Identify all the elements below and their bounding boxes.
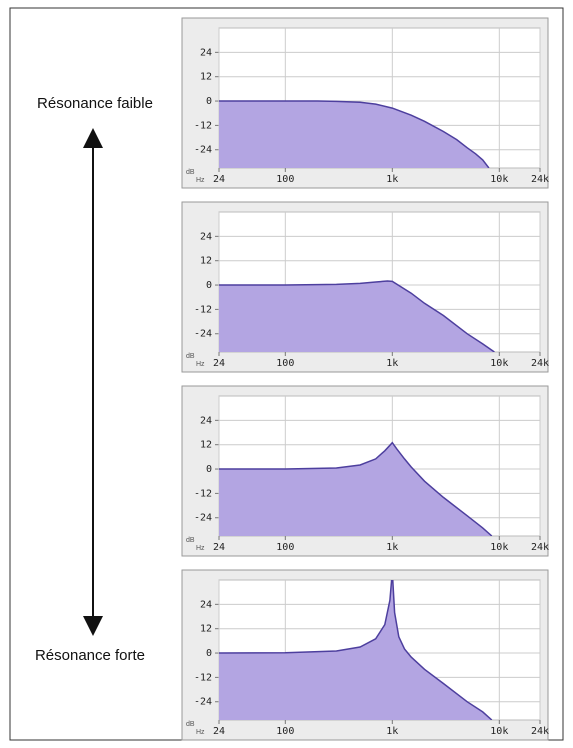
x-tick-label: 24 [213,174,225,185]
area [219,580,492,720]
y-tick-label: -24 [194,329,212,340]
curve-line [219,580,493,720]
area [219,101,489,168]
curve-line [219,100,490,168]
y-unit: dB [186,537,195,544]
x-tick-label: 24 [213,542,225,553]
bottom-label: Résonance forte [35,647,145,664]
y-tick-label: 12 [200,72,212,83]
x-tick-label: 24k [531,358,549,369]
y-tick-label: 0 [206,96,212,107]
area [219,281,495,352]
x-tick-label: 1k [386,358,398,369]
x-tick-label: 24k [531,726,549,737]
x-unit: Hz [196,361,205,368]
y-tick-label: 12 [200,440,212,451]
y-tick-label: -12 [194,488,212,499]
x-tick-label: 1k [386,542,398,553]
x-tick-label: 1k [386,174,398,185]
x-tick-label: 1k [386,726,398,737]
x-tick-label: 10k [490,174,508,185]
curve-group [219,580,493,720]
y-tick-label: -12 [194,304,212,315]
y-tick-label: 24 [200,47,212,58]
y-tick-label: -24 [194,697,212,708]
x-tick-label: 24k [531,174,549,185]
curve-group [219,280,495,352]
x-tick-label: 100 [276,174,294,185]
x-tick-label: 24k [531,542,549,553]
y-tick-label: 12 [200,624,212,635]
x-tick-label: 10k [490,358,508,369]
curve-line [219,280,495,352]
y-tick-label: -24 [194,145,212,156]
curve-group [219,100,490,168]
area [219,442,492,536]
x-tick-label: 10k [490,726,508,737]
y-tick-label: 24 [200,599,212,610]
x-tick-label: 100 [276,542,294,553]
y-unit: dB [186,353,195,360]
y-tick-label: -12 [194,120,212,131]
x-unit: Hz [196,545,205,552]
y-unit: dB [186,169,195,176]
y-tick-label: 24 [200,415,212,426]
x-tick-label: 10k [490,542,508,553]
y-tick-label: 0 [206,648,212,659]
y-tick-label: 12 [200,256,212,267]
x-tick-label: 100 [276,726,294,737]
x-tick-label: 24 [213,726,225,737]
x-unit: Hz [196,729,205,736]
y-tick-label: 0 [206,280,212,291]
x-tick-label: 100 [276,358,294,369]
y-unit: dB [186,721,195,728]
x-unit: Hz [196,177,205,184]
y-tick-label: -12 [194,672,212,683]
y-tick-label: 24 [200,231,212,242]
curve-line [219,441,493,536]
y-tick-label: -24 [194,513,212,524]
top-label: Résonance faible [37,95,153,112]
y-tick-label: 0 [206,464,212,475]
curve-group [219,441,493,536]
x-tick-label: 24 [213,358,225,369]
